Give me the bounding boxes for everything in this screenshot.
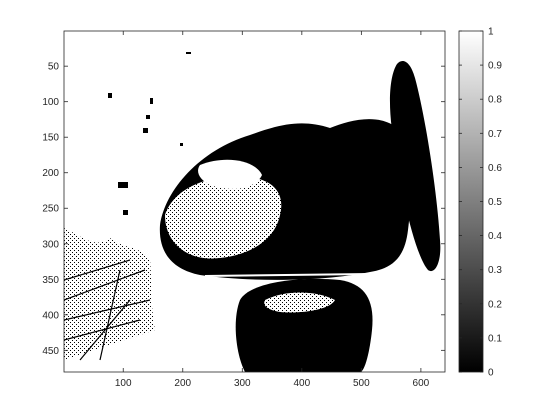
image-region-leaf-stems — [64, 259, 151, 361]
image-frame — [63, 30, 446, 373]
colorbar-tick-label: 0.4 — [488, 231, 502, 242]
colorbar-ticks: 0 0.1 0.2 0.3 0.4 0.5 0.6 0.7 0.8 0.9 1 — [459, 27, 502, 379]
x-tick-label: 100 — [115, 378, 132, 389]
image-region-specks — [108, 52, 191, 215]
colorbar-tick-label: 0.9 — [488, 61, 502, 72]
y-tick-label: 150 — [42, 133, 59, 144]
image-region-plate — [389, 60, 441, 272]
colorbar: 0 0.1 0.2 0.3 0.4 0.5 0.6 0.7 0.8 0.9 1 — [458, 27, 502, 379]
colorbar-tick-label: 0.2 — [488, 299, 502, 310]
image-region-gap-line — [204, 273, 371, 277]
y-tick-label: 400 — [42, 310, 59, 321]
colorbar-tick-label: 0.8 — [488, 95, 502, 106]
x-tick-label: 500 — [353, 378, 370, 389]
x-tick-label: 600 — [413, 378, 430, 389]
x-tick-label: 400 — [293, 378, 310, 389]
y-tick-label: 100 — [42, 97, 59, 108]
colorbar-tick-label: 0.6 — [488, 163, 502, 174]
image-content — [64, 52, 441, 372]
y-tick-label: 50 — [48, 62, 60, 73]
colorbar-tick-label: 0.3 — [488, 265, 502, 276]
image-axes: 100 200 300 400 500 600 50 100 150 200 250 300 350 4… — [42, 30, 446, 389]
image-region-white-blob — [198, 159, 262, 189]
y-axis-ticks: 50 100 150 200 250 300 350 400 450 — [42, 62, 445, 357]
image-region-leaves — [64, 228, 155, 360]
y-tick-label: 300 — [42, 239, 59, 250]
y-tick-label: 250 — [42, 204, 59, 215]
image-region-lower-highlight — [264, 292, 335, 313]
y-tick-label: 350 — [42, 275, 59, 286]
x-axis-ticks: 100 200 300 400 500 600 — [115, 31, 430, 389]
colorbar-tick-label: 1 — [488, 27, 494, 38]
colorbar-tick-label: 0.7 — [488, 129, 502, 140]
x-tick-label: 300 — [234, 378, 251, 389]
colorbar-tick-label: 0.5 — [488, 197, 502, 208]
y-tick-label: 450 — [42, 346, 59, 357]
colorbar-tick-label: 0 — [488, 368, 494, 379]
x-tick-label: 200 — [174, 378, 191, 389]
y-tick-label: 200 — [42, 168, 59, 179]
image-region-light-band — [165, 176, 282, 259]
colorbar-gradient — [458, 30, 484, 373]
colorbar-tick-label: 0.1 — [488, 333, 502, 344]
